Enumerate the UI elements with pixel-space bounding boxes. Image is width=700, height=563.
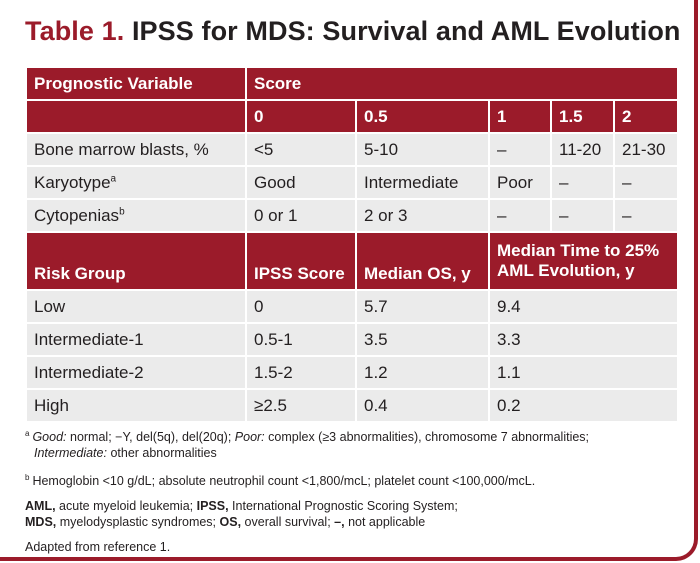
table-cell: Poor [490,167,550,198]
header-aml-evolution: Median Time to 25% AML Evolution, y [490,233,677,289]
header-blank [27,101,245,132]
footnote-b: b Hemoglobin <10 g/dL; absolute neutrophi… [25,473,536,489]
table-cell: 0.2 [490,390,677,421]
risk-header-row: Risk Group IPSS Score Median OS, y Media… [27,233,677,289]
table-cell: 3.3 [490,324,677,355]
table-cell: Intermediate [357,167,488,198]
score-col: 1.5 [552,101,613,132]
table-cell: <5 [247,134,355,165]
table-cell: – [552,167,613,198]
prognostic-header-row: Prognostic Variable Score [27,68,677,99]
table-cell: 5.7 [357,291,488,322]
risk-group-cell: Intermediate-2 [27,357,245,388]
table-cell: ≥2.5 [247,390,355,421]
table-title-text: IPSS for MDS: Survival and AML Evolution [131,16,681,46]
score-col: 1 [490,101,550,132]
table-row: Cytopeniasb 0 or 1 2 or 3 – – – [27,200,677,231]
header-prognostic-variable: Prognostic Variable [27,68,245,99]
header-risk-group: Risk Group [27,233,245,289]
score-col: 2 [615,101,677,132]
footnotes: a Good: normal; −Y, del(5q), del(20q); Po… [25,426,675,555]
score-values-row: 0 0.5 1 1.5 2 [27,101,677,132]
table-cell: 21-30 [615,134,677,165]
risk-group-cell: Low [27,291,245,322]
abbreviations-line-2: MDS, myelodysplastic syndromes; OS, over… [25,515,426,530]
table-cell: 1.2 [357,357,488,388]
table-number: Table 1. [25,16,125,46]
table-title: Table 1. IPSS for MDS: Survival and AML … [25,16,681,47]
table-cell: 0 [247,291,355,322]
table-row: Intermediate-1 0.5-1 3.5 3.3 [27,324,677,355]
score-col: 0 [247,101,355,132]
table-row: Low 0 5.7 9.4 [27,291,677,322]
table-cell: Good [247,167,355,198]
table-row: Karyotypea Good Intermediate Poor – – [27,167,677,198]
table-cell: 11-20 [552,134,613,165]
risk-group-cell: Intermediate-1 [27,324,245,355]
table-cell: 2 or 3 [357,200,488,231]
table-cell: 1.5-2 [247,357,355,388]
abbreviations-line-1: AML, acute myeloid leukemia; IPSS, Inter… [25,499,458,514]
table-row: Intermediate-2 1.5-2 1.2 1.1 [27,357,677,388]
risk-group-cell: High [27,390,245,421]
row-label: Cytopeniasb [27,200,245,231]
table-cell: 9.4 [490,291,677,322]
table-row: High ≥2.5 0.4 0.2 [27,390,677,421]
source-note: Adapted from reference 1. [25,540,171,555]
table-cell: – [490,200,550,231]
ipss-table: Prognostic Variable Score 0 0.5 1 1.5 2 … [25,66,679,423]
table-cell: 5-10 [357,134,488,165]
row-label: Bone marrow blasts, % [27,134,245,165]
footnote-a: a Good: normal; −Y, del(5q), del(20q); Po… [25,429,590,445]
footnote-a-continued: Intermediate: other abnormalities [34,446,217,461]
score-col: 0.5 [357,101,488,132]
table-cell: 0.4 [357,390,488,421]
header-score: Score [247,68,677,99]
table-cell: – [552,200,613,231]
table-cell: 1.1 [490,357,677,388]
table-row: Bone marrow blasts, % <5 5-10 – 11-20 21… [27,134,677,165]
row-label: Karyotypea [27,167,245,198]
table-cell: 3.5 [357,324,488,355]
table-cell: – [615,200,677,231]
header-ipss-score: IPSS Score [247,233,355,289]
table-cell: – [615,167,677,198]
table-cell: 0 or 1 [247,200,355,231]
table-cell: – [490,134,550,165]
table-cell: 0.5-1 [247,324,355,355]
header-median-os: Median OS, y [357,233,488,289]
